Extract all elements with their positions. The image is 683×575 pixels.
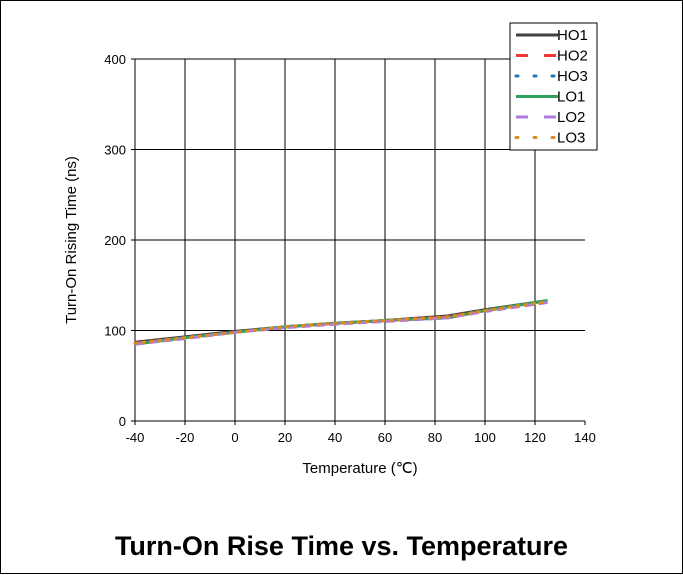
x-tick-label: 140 xyxy=(574,430,596,445)
legend-box xyxy=(509,22,598,151)
figure-caption: Turn-On Rise Time vs. Temperature xyxy=(114,531,569,561)
x-tick-label: 20 xyxy=(278,430,292,445)
legend-label-lo1: LO1 xyxy=(557,89,585,106)
y-tick-label: 100 xyxy=(104,324,126,339)
y-tick-label: 300 xyxy=(104,143,126,158)
x-tick-label: 120 xyxy=(524,430,546,445)
y-tick-label: 0 xyxy=(119,414,126,429)
legend-label-lo2: LO2 xyxy=(557,109,585,126)
legend-label-ho2: HO2 xyxy=(557,48,588,65)
x-tick-label: 0 xyxy=(231,430,238,445)
series-line-lo3 xyxy=(133,300,549,345)
grid-lines xyxy=(135,58,585,421)
x-tick-label: -20 xyxy=(176,430,195,445)
series-lines xyxy=(133,299,549,346)
x-tick-label: 80 xyxy=(428,430,442,445)
y-tick-label: 200 xyxy=(104,233,126,248)
tick-labels: -40 -20 0 20 40 60 80 100 120 140 0 100 200 300 400 xyxy=(104,52,596,445)
y-axis-label: Turn-On Rising Time (ns) xyxy=(63,156,80,324)
legend-label-ho3: HO3 xyxy=(557,68,588,85)
x-tick-label: 60 xyxy=(378,430,392,445)
legend-label-lo3: LO3 xyxy=(557,130,585,147)
legend-label-ho1: HO1 xyxy=(557,27,588,44)
x-axis-label: Temperature (℃) xyxy=(302,460,417,477)
x-tick-label: 100 xyxy=(474,430,496,445)
y-tick-label: 400 xyxy=(104,52,126,67)
x-tick-label: -40 xyxy=(126,430,145,445)
x-tick-label: 40 xyxy=(328,430,342,445)
legend: HO1 HO2 HO3 LO1 LO2 LO3 xyxy=(509,22,598,151)
